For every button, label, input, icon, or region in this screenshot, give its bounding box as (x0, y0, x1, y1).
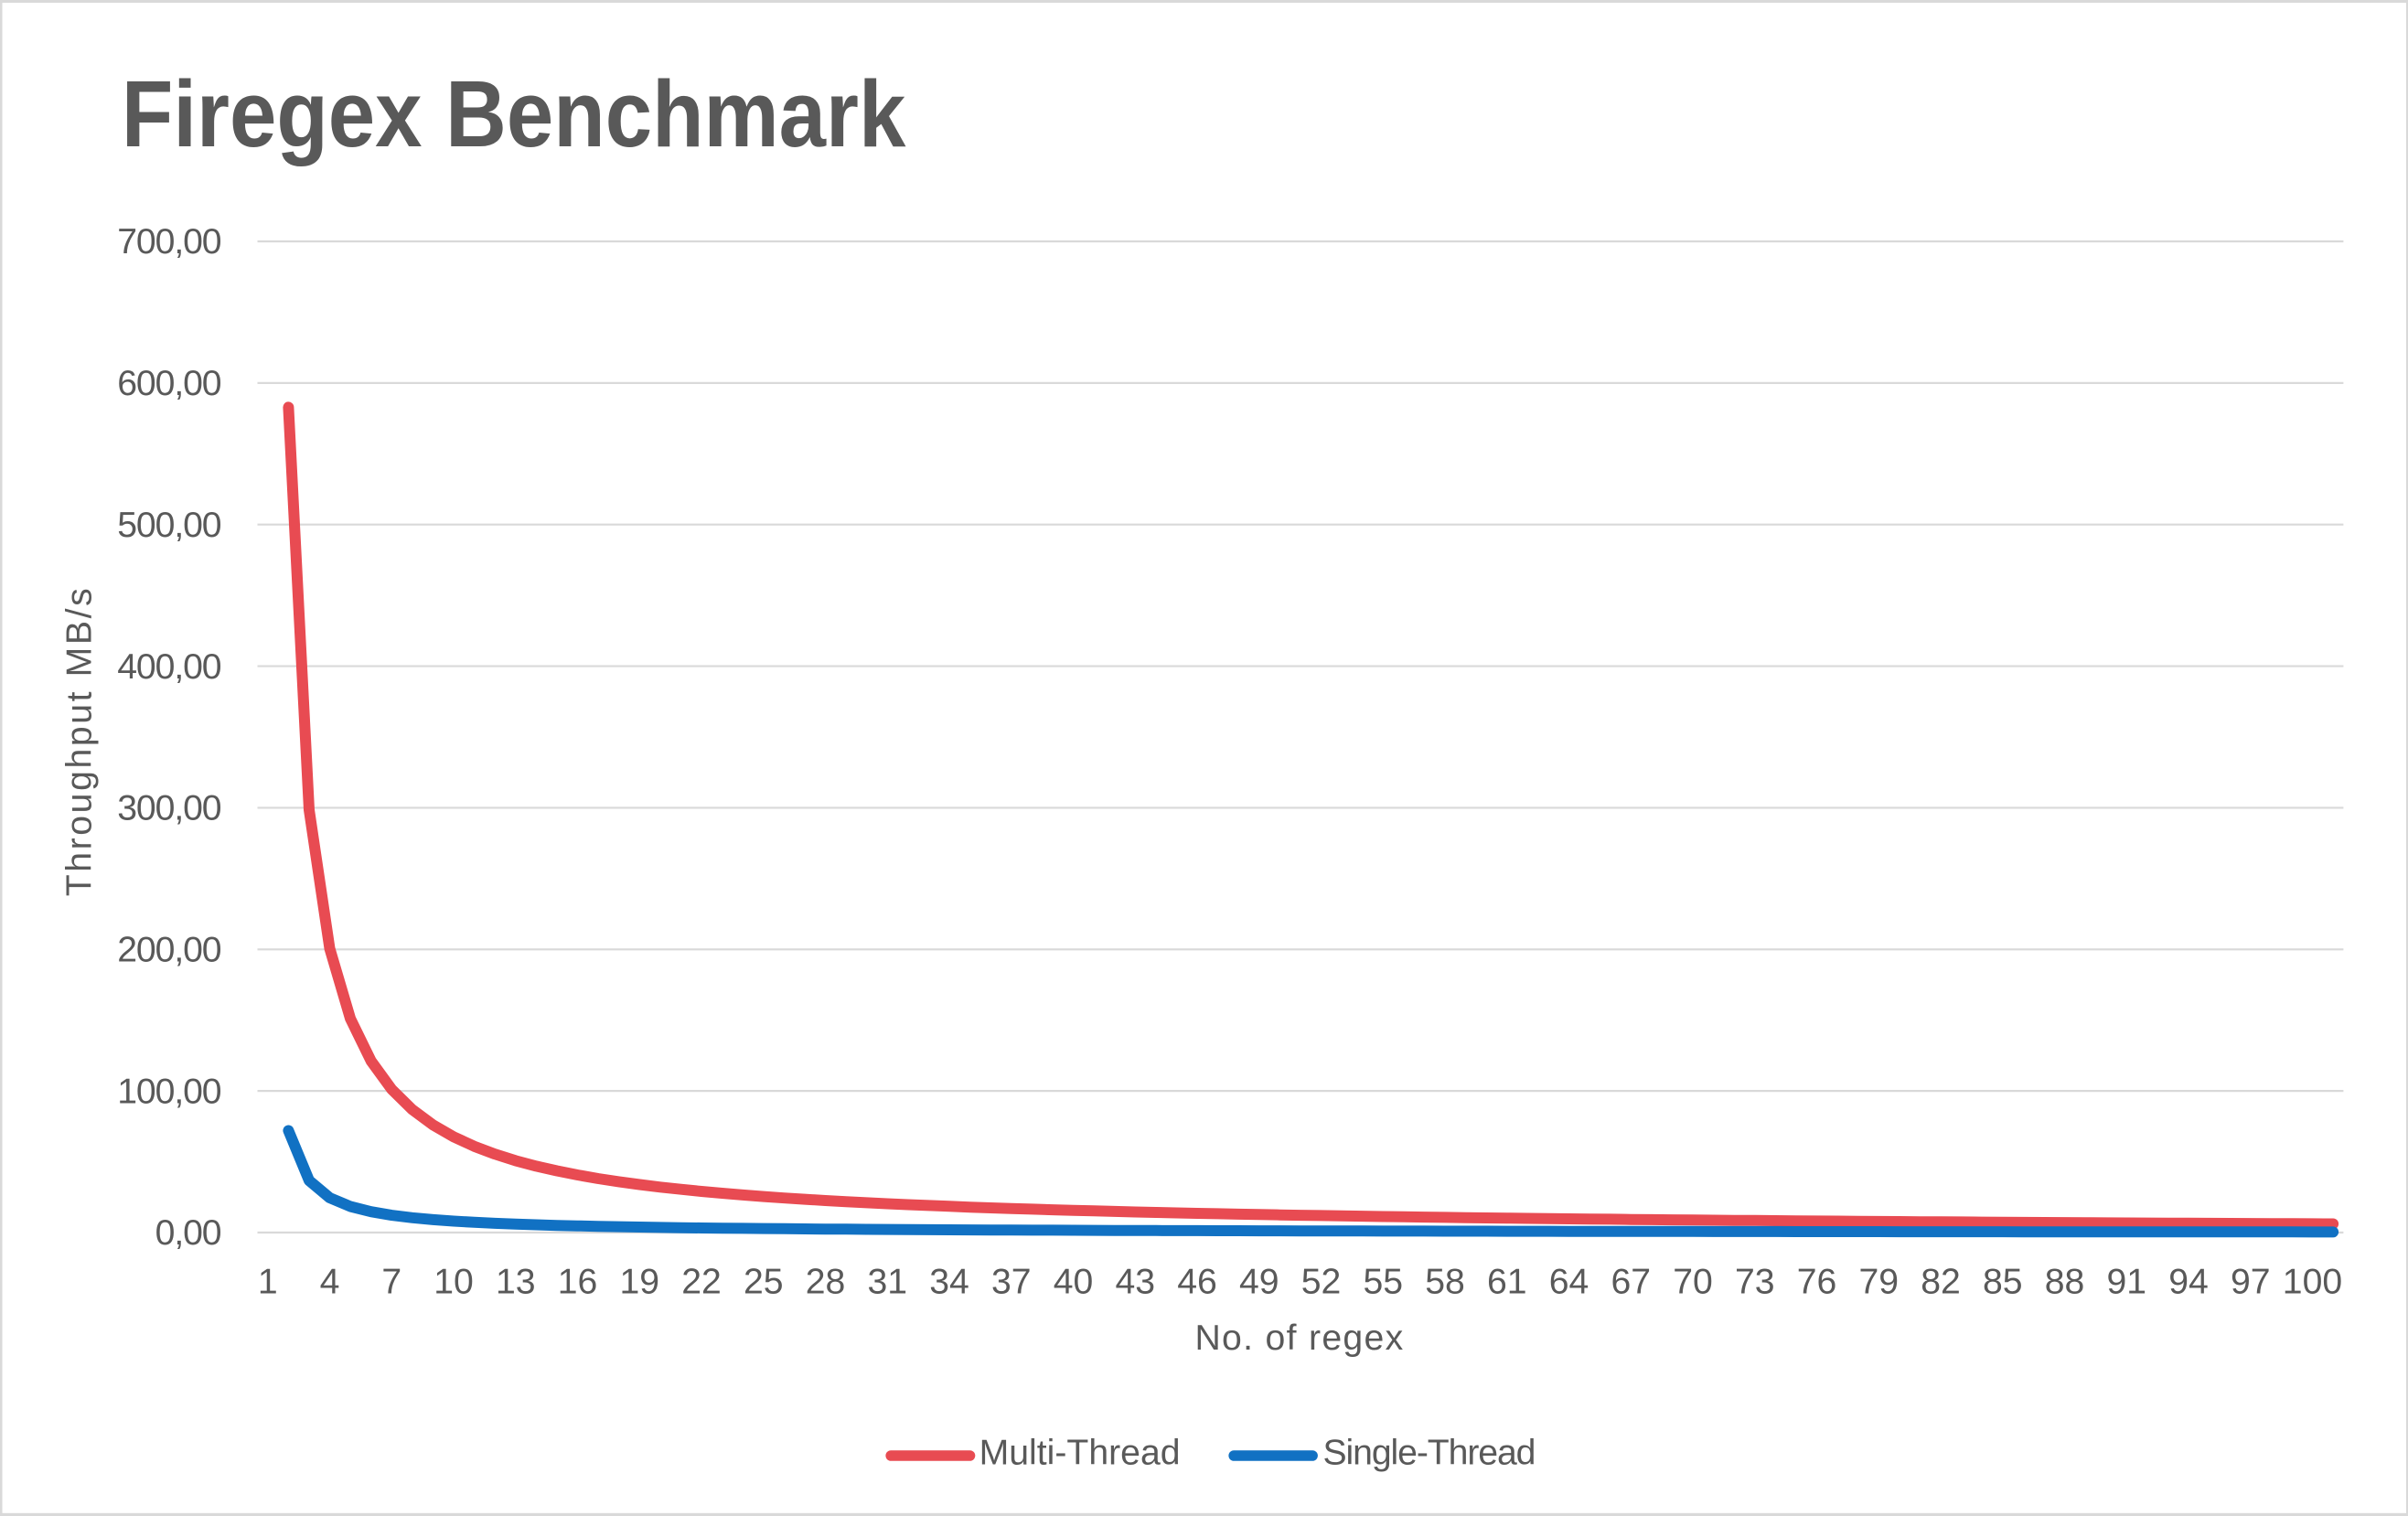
svg-text:16: 16 (558, 1262, 598, 1301)
svg-text:Firegex Benchmark: Firegex Benchmark (122, 60, 906, 166)
svg-text:94: 94 (2168, 1262, 2209, 1301)
svg-text:100: 100 (2283, 1262, 2342, 1301)
svg-text:61: 61 (1487, 1262, 1527, 1301)
svg-text:22: 22 (681, 1262, 722, 1301)
svg-text:70: 70 (1673, 1262, 1713, 1301)
svg-text:7: 7 (381, 1262, 401, 1301)
svg-text:91: 91 (2107, 1262, 2147, 1301)
svg-text:43: 43 (1116, 1262, 1156, 1301)
svg-text:40: 40 (1054, 1262, 1094, 1301)
svg-text:82: 82 (1921, 1262, 1961, 1301)
svg-text:1: 1 (258, 1262, 278, 1301)
svg-text:46: 46 (1177, 1262, 1217, 1301)
svg-text:0,00: 0,00 (155, 1213, 221, 1253)
svg-text:300,00: 300,00 (117, 789, 221, 828)
svg-text:13: 13 (496, 1262, 536, 1301)
svg-text:85: 85 (1983, 1262, 2023, 1301)
svg-text:31: 31 (868, 1262, 908, 1301)
svg-text:37: 37 (991, 1262, 1032, 1301)
svg-text:52: 52 (1301, 1262, 1342, 1301)
svg-text:88: 88 (2045, 1262, 2085, 1301)
svg-text:10: 10 (433, 1262, 474, 1301)
svg-text:67: 67 (1611, 1262, 1652, 1301)
svg-text:28: 28 (806, 1262, 846, 1301)
svg-text:Single-Thread: Single-Thread (1323, 1434, 1536, 1473)
svg-text:49: 49 (1239, 1262, 1279, 1301)
svg-text:4: 4 (320, 1262, 340, 1301)
svg-text:500,00: 500,00 (117, 506, 221, 545)
svg-text:34: 34 (929, 1262, 969, 1301)
svg-text:97: 97 (2231, 1262, 2271, 1301)
svg-text:700,00: 700,00 (117, 222, 221, 262)
svg-text:55: 55 (1364, 1262, 1404, 1301)
svg-text:Throughput MB/s: Throughput MB/s (60, 586, 100, 897)
svg-text:19: 19 (620, 1262, 660, 1301)
svg-text:100,00: 100,00 (117, 1072, 221, 1111)
svg-text:64: 64 (1549, 1262, 1589, 1301)
svg-text:400,00: 400,00 (117, 647, 221, 687)
svg-text:79: 79 (1859, 1262, 1900, 1301)
svg-text:200,00: 200,00 (117, 931, 221, 970)
svg-text:600,00: 600,00 (117, 364, 221, 403)
svg-text:25: 25 (744, 1262, 784, 1301)
svg-text:No. of regex: No. of regex (1194, 1318, 1404, 1358)
svg-text:73: 73 (1735, 1262, 1775, 1301)
svg-text:76: 76 (1797, 1262, 1837, 1301)
svg-text:Multi-Thread: Multi-Thread (979, 1434, 1181, 1473)
svg-text:58: 58 (1425, 1262, 1465, 1301)
